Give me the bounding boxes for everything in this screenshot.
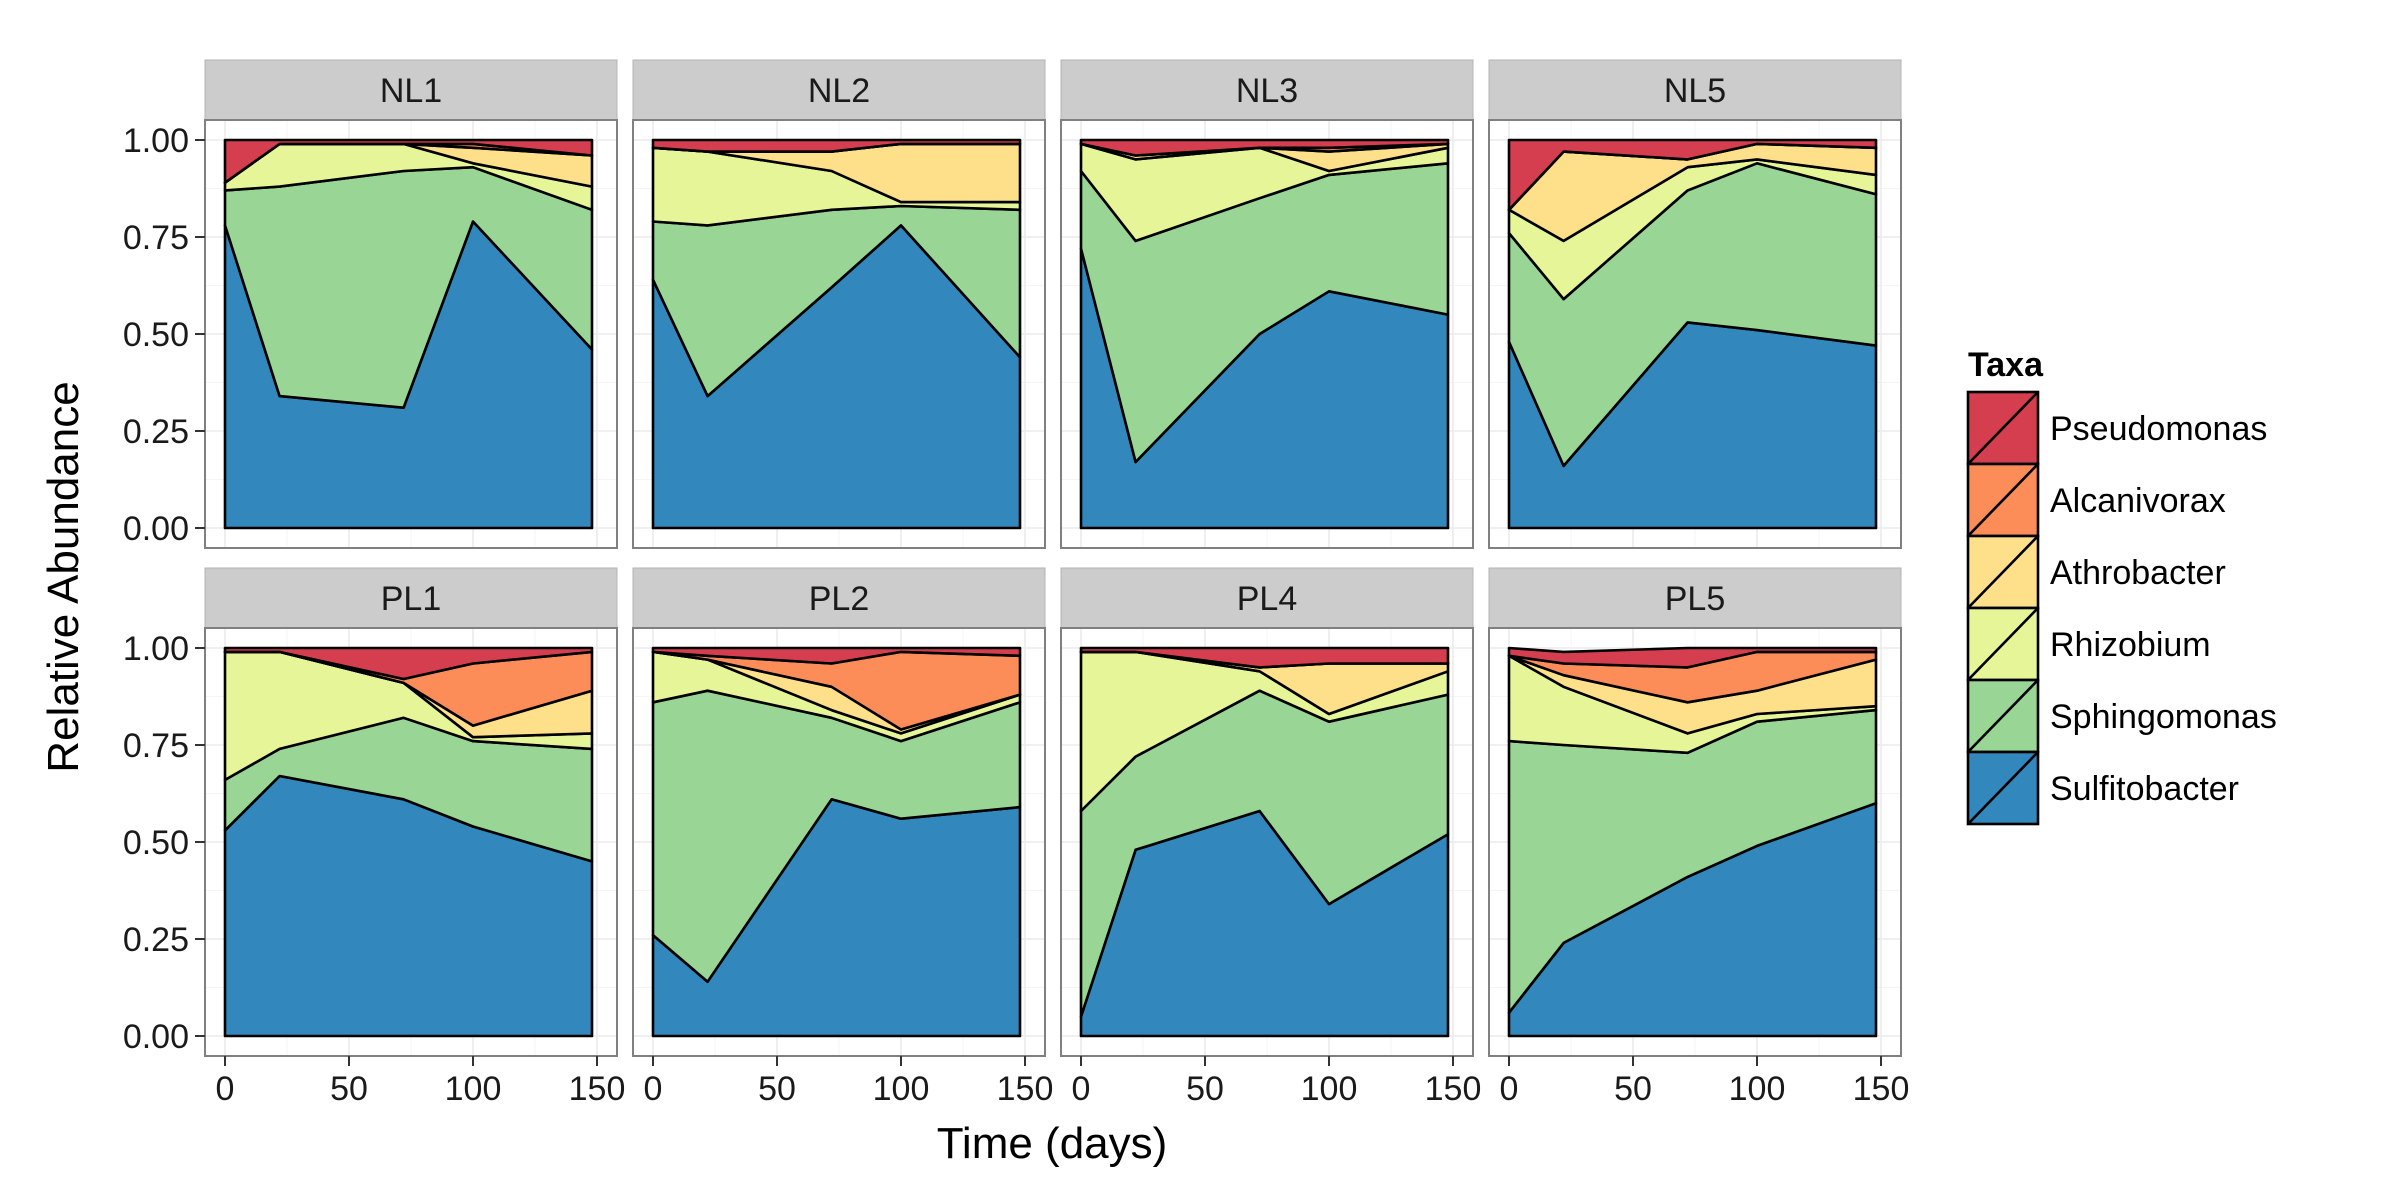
x-tick-label: 50 (1186, 1070, 1224, 1108)
area-pseudomonas (223, 138, 594, 184)
axes-layer: 0.00 0.25 0.50 0.75 1.00 0.00 0.25 0.50 0.75 1.00… (123, 122, 1910, 1108)
facet-strip (1060, 567, 1474, 629)
x-tick-label: 150 (1853, 1070, 1910, 1108)
legend-key-diagonal (1967, 751, 2039, 825)
panel-nl1: NL1 (204, 59, 618, 549)
legend-key-diagonal (1967, 535, 2039, 609)
x-tick-label: 0 (644, 1070, 663, 1108)
areas (1079, 646, 1450, 1038)
y-tick-label: 0.25 (123, 413, 189, 451)
x-tick-label: 100 (1301, 1070, 1358, 1108)
x-tick-label: 0 (216, 1070, 235, 1108)
x-tick-label: 100 (445, 1070, 502, 1108)
panel-border (632, 627, 1046, 1057)
y-tick-label: 0.75 (123, 727, 189, 765)
y-axis-title: Relative Abundance (39, 381, 88, 772)
panel-pl1: PL1 (204, 567, 618, 1057)
facet-strip-label: NL2 (808, 72, 870, 110)
areas (1507, 138, 1878, 530)
panel-border (1488, 119, 1902, 549)
x-tick-label: 50 (330, 1070, 368, 1108)
legend-key-diagonal (1967, 679, 2039, 753)
area-pseudomonas (1079, 646, 1450, 669)
x-tick-label: 150 (1425, 1070, 1482, 1108)
areas (223, 138, 594, 530)
area-pseudomonas (1507, 646, 1878, 669)
legend-label: Rhizobium (2050, 626, 2211, 664)
areas (223, 646, 594, 1038)
facet-strip-label: PL4 (1237, 580, 1298, 618)
areas (1079, 138, 1450, 530)
legend-item-sulfitobacter: Sulfitobacter (1966, 750, 2239, 826)
area-pseudomonas (223, 646, 594, 681)
facet-strip (204, 567, 618, 629)
legend-key-diagonal (1967, 607, 2039, 681)
x-tick-label: 50 (1614, 1070, 1652, 1108)
legend-label: Sphingomonas (2050, 698, 2277, 736)
panel-pl4: PL4 (1060, 567, 1474, 1057)
x-tick-label: 150 (997, 1070, 1054, 1108)
legend-label: Sulfitobacter (2050, 770, 2239, 808)
x-tick-label: 100 (873, 1070, 930, 1108)
facet-strip (632, 59, 1046, 121)
facet-strip-label: PL5 (1665, 580, 1726, 618)
area-pseudomonas (1507, 138, 1878, 212)
y-tick-label: 0.50 (123, 316, 189, 354)
legend-key-diagonal (1967, 463, 2039, 537)
x-tick-label: 150 (569, 1070, 626, 1108)
x-tick-label: 0 (1500, 1070, 1519, 1108)
facet-strip (1488, 59, 1902, 121)
areas (651, 646, 1022, 1038)
x-axis-title: Time (days) (937, 1119, 1168, 1168)
panel-nl3: NL3 (1060, 59, 1474, 549)
facet-strip (204, 59, 618, 121)
panel-pl2: PL2 (632, 567, 1046, 1057)
legend: Taxa Pseudomonas Alcanivorax Athrobacter Rh… (1966, 346, 2277, 826)
legend-item-sphingomonas: Sphingomonas (1966, 678, 2277, 754)
panel-border (1488, 627, 1902, 1057)
facet-strip (1060, 59, 1474, 121)
area-pseudomonas (1079, 138, 1450, 157)
legend-key-diagonal (1967, 391, 2039, 465)
facet-strip (632, 567, 1046, 629)
y-tick-label: 1.00 (123, 630, 189, 668)
facet-strip-label: NL1 (380, 72, 442, 110)
area-pseudomonas (651, 646, 1022, 665)
legend-label: Athrobacter (2050, 554, 2226, 592)
panel-nl2: NL2 (632, 59, 1046, 549)
y-tick-label: 1.00 (123, 122, 189, 160)
panel-border (1060, 119, 1474, 549)
x-tick-label: 0 (1072, 1070, 1091, 1108)
legend-title: Taxa (1968, 346, 2044, 384)
facet-strip-label: PL1 (381, 580, 442, 618)
areas (1507, 646, 1878, 1038)
legend-label: Pseudomonas (2050, 410, 2267, 448)
legend-item-alcanivorax: Alcanivorax (1966, 462, 2226, 538)
panel-border (1060, 627, 1474, 1057)
facet-strip-label: NL5 (1664, 72, 1726, 110)
y-tick-label: 0.50 (123, 824, 189, 862)
y-tick-label: 0.25 (123, 921, 189, 959)
legend-item-rhizobium: Rhizobium (1966, 606, 2211, 682)
facet-strip (1488, 567, 1902, 629)
facet-strip-label: NL3 (1236, 72, 1298, 110)
legend-item-pseudomonas: Pseudomonas (1966, 390, 2267, 466)
legend-item-athrobacter: Athrobacter (1966, 534, 2226, 610)
areas (651, 138, 1022, 530)
x-tick-label: 50 (758, 1070, 796, 1108)
y-tick-label: 0.00 (123, 1018, 189, 1056)
facet-strip-label: PL2 (809, 580, 870, 618)
x-tick-label: 100 (1729, 1070, 1786, 1108)
y-tick-label: 0.75 (123, 219, 189, 257)
panels-layer: NL1 NL2 NL3 NL5 PL1 PL2 PL4 PL5 (204, 59, 1902, 1057)
panel-border (632, 119, 1046, 549)
panel-nl5: NL5 (1488, 59, 1902, 549)
legend-label: Alcanivorax (2050, 482, 2226, 520)
panel-pl5: PL5 (1488, 567, 1902, 1057)
y-tick-label: 0.00 (123, 510, 189, 548)
area-pseudomonas (651, 138, 1022, 153)
